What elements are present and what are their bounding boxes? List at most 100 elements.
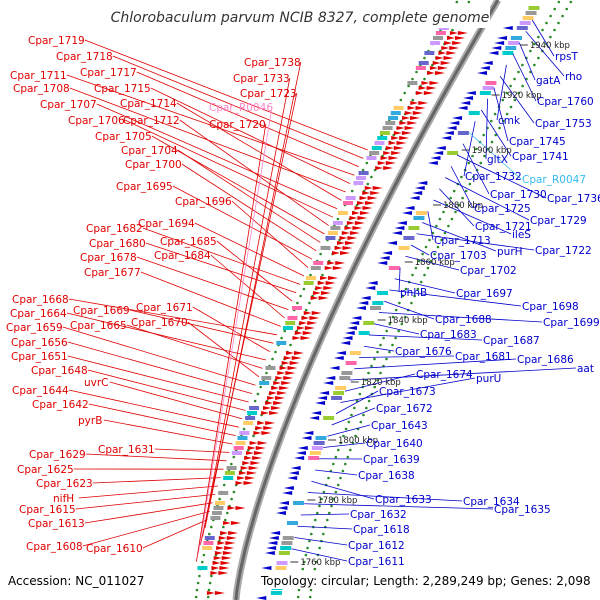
gc-dot bbox=[242, 427, 246, 431]
reverse-gene-arrow bbox=[360, 296, 371, 300]
gc-dot bbox=[533, 42, 536, 46]
forward-gene-arrow bbox=[228, 531, 239, 535]
forward-gene-arrow bbox=[441, 46, 450, 50]
forward-gene-arrow bbox=[432, 61, 441, 65]
gc-dot bbox=[308, 595, 312, 599]
forward-gene-arrow bbox=[320, 276, 329, 280]
gc-dot bbox=[318, 546, 321, 550]
gc-dot bbox=[391, 343, 394, 347]
cog-block bbox=[511, 36, 523, 40]
gene-label-left: Cpar_1615 bbox=[19, 504, 76, 516]
gene-label-left: Cpar_1664 bbox=[10, 308, 67, 320]
leader-line bbox=[496, 64, 507, 121]
forward-gene-arrow bbox=[443, 56, 454, 60]
gc-dot bbox=[428, 238, 431, 242]
forward-gene-arrow bbox=[216, 546, 225, 550]
gc-dot bbox=[344, 427, 348, 431]
leader-line bbox=[493, 87, 509, 142]
gc-dot bbox=[471, 154, 474, 158]
forward-gene-arrow bbox=[332, 266, 343, 270]
leader-line bbox=[363, 345, 395, 352]
gene-label-right: Cpar_1698 bbox=[522, 301, 579, 313]
forward-gene-arrow bbox=[391, 151, 402, 155]
leader-line bbox=[200, 92, 298, 545]
forward-gene-arrow bbox=[245, 451, 254, 455]
cog-block bbox=[325, 236, 336, 240]
leader-line bbox=[67, 341, 253, 394]
gc-dot bbox=[394, 336, 397, 340]
forward-gene-arrow bbox=[380, 156, 389, 160]
kbp-tick-label: 1840 kbp bbox=[388, 316, 428, 326]
leader-line bbox=[192, 306, 270, 352]
cog-block bbox=[516, 26, 528, 30]
forward-gene-arrow bbox=[401, 131, 412, 135]
forward-gene-arrow bbox=[352, 226, 363, 230]
gc-dot bbox=[373, 357, 376, 361]
reverse-gene-arrow bbox=[287, 476, 298, 480]
gene-label-left: Cpar_1696 bbox=[175, 196, 232, 208]
cog-block bbox=[237, 436, 248, 440]
gc-dot bbox=[256, 392, 260, 396]
forward-gene-arrow bbox=[402, 116, 411, 120]
gc-dot bbox=[513, 98, 517, 102]
forward-gene-arrow bbox=[299, 321, 308, 325]
gc-dot bbox=[210, 525, 213, 529]
cog-block bbox=[282, 326, 293, 330]
cog-block bbox=[508, 41, 520, 45]
gene-label-right: gltX bbox=[487, 154, 508, 166]
gc-dot bbox=[513, 77, 516, 81]
gc-dot bbox=[397, 329, 401, 333]
gc-dot bbox=[354, 434, 357, 438]
gc-dot bbox=[309, 588, 313, 592]
forward-gene-arrow bbox=[246, 471, 257, 475]
leader-line bbox=[344, 373, 416, 392]
forward-gene-arrow bbox=[271, 386, 280, 390]
forward-gene-arrow bbox=[349, 231, 360, 235]
cog-block bbox=[415, 66, 426, 70]
forward-gene-arrow bbox=[427, 71, 436, 75]
reverse-gene-arrow bbox=[349, 321, 360, 325]
gene-label-left: Cpar_1608 bbox=[26, 541, 83, 553]
gene-label-left: Cpar_1711 bbox=[10, 70, 67, 82]
cog-block bbox=[311, 446, 323, 450]
cog-block bbox=[372, 301, 384, 305]
leader-line bbox=[75, 494, 216, 510]
cog-block bbox=[345, 196, 356, 200]
gc-dot bbox=[232, 490, 236, 494]
gene-label-right: Cpar_1635 bbox=[494, 504, 551, 516]
forward-gene-arrow bbox=[320, 291, 331, 295]
cog-block bbox=[485, 81, 497, 85]
gc-dot bbox=[334, 455, 338, 459]
cog-block bbox=[337, 211, 348, 215]
reverse-gene-arrow bbox=[283, 486, 294, 490]
leader-line bbox=[142, 227, 301, 285]
forward-gene-arrow bbox=[263, 426, 274, 430]
backbone-line bbox=[234, 0, 500, 600]
forward-gene-arrow bbox=[222, 551, 233, 555]
forward-gene-arrow bbox=[372, 186, 383, 190]
gc-dot bbox=[208, 581, 212, 585]
forward-gene-arrow bbox=[399, 121, 408, 125]
leader-line bbox=[416, 233, 535, 251]
forward-gene-arrow bbox=[271, 406, 282, 410]
forward-gene-arrow bbox=[346, 221, 355, 225]
gene-label-right: Cpar_1674 bbox=[416, 369, 473, 381]
gene-label-right: Cpar_1722 bbox=[535, 245, 592, 257]
gene-label-left: Cpar_1704 bbox=[121, 145, 178, 157]
cog-block bbox=[505, 46, 517, 50]
leader-line bbox=[335, 390, 379, 415]
gene-label-left: Cpar_1694 bbox=[138, 218, 195, 230]
reverse-gene-arrow bbox=[491, 46, 502, 50]
gc-dot bbox=[417, 259, 421, 263]
gc-dot bbox=[370, 364, 373, 368]
leader-line bbox=[88, 403, 236, 436]
forward-gene-arrow bbox=[407, 106, 416, 110]
gene-label-left: Cpar_1623 bbox=[36, 478, 93, 490]
forward-gene-arrow bbox=[385, 146, 394, 150]
gc-dot bbox=[376, 378, 379, 382]
gene-label-right: Cpar_1702 bbox=[460, 265, 517, 277]
forward-gene-arrow bbox=[440, 61, 451, 65]
kbp-tick-label: 1760 kbp bbox=[300, 558, 340, 568]
cog-block bbox=[226, 466, 237, 470]
cog-block bbox=[202, 546, 213, 550]
